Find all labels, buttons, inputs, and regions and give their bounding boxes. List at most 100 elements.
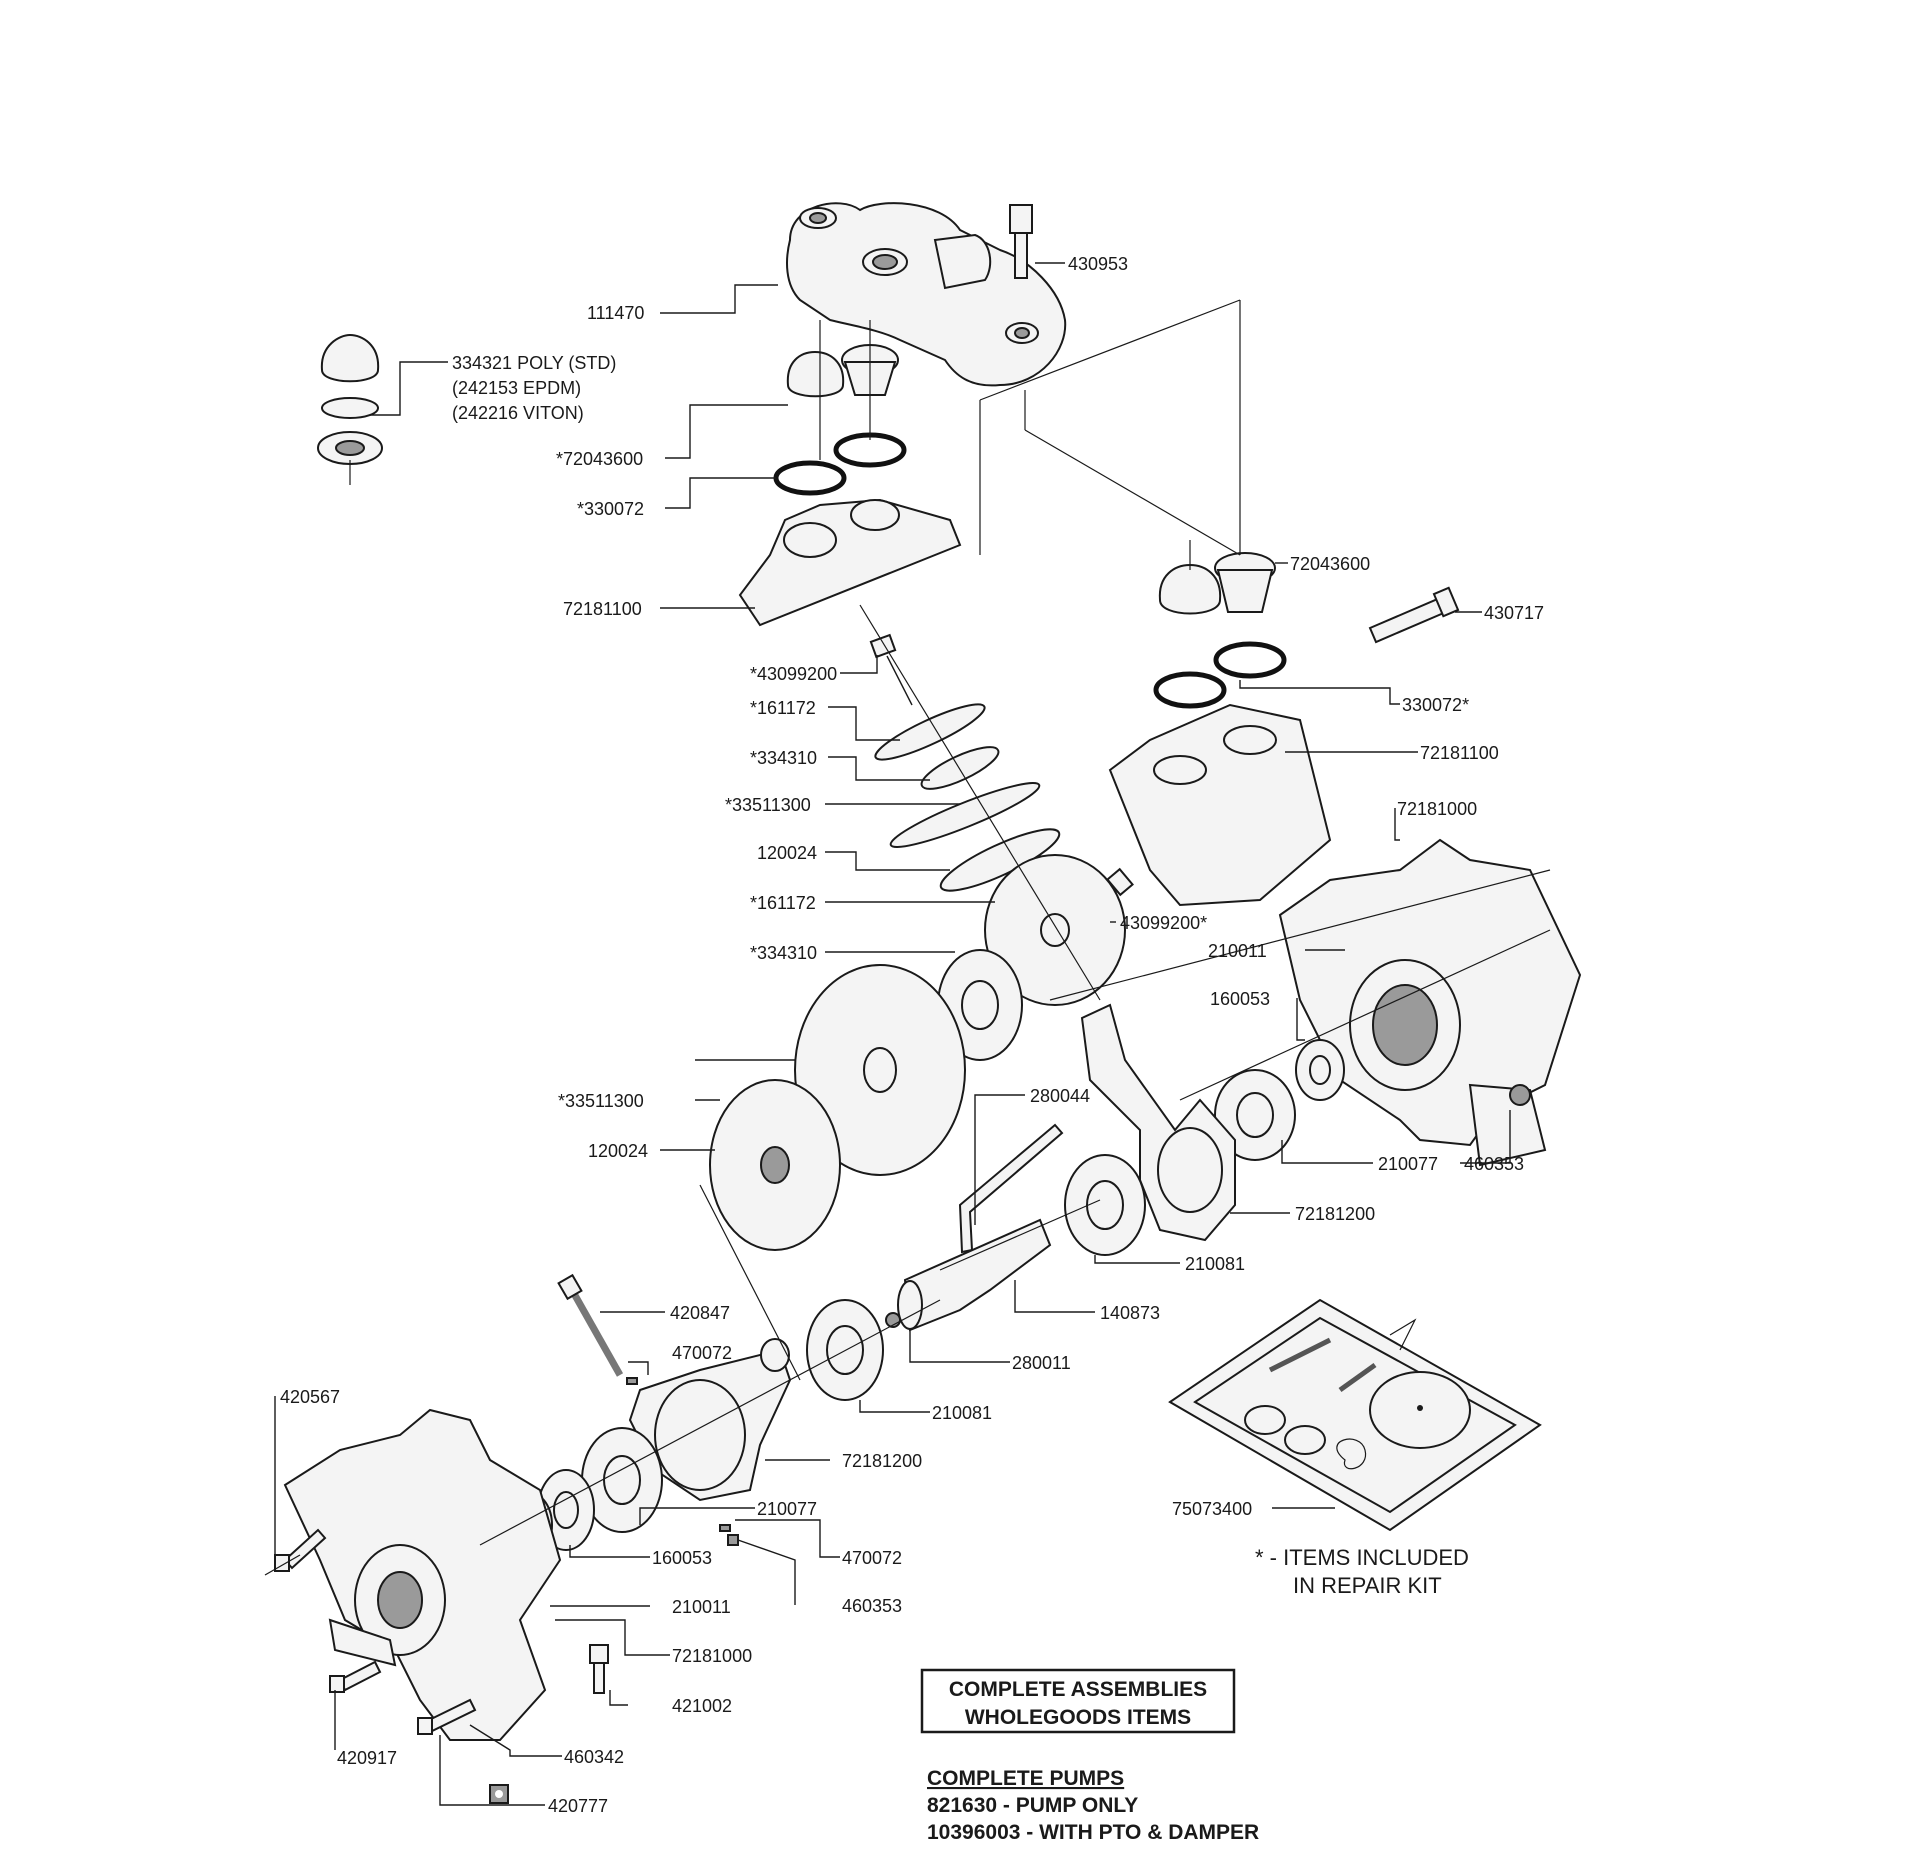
- label-421002: 421002: [672, 1696, 732, 1716]
- valve-part-72043600-right: [1158, 552, 1276, 615]
- assembly-axis-lines: [264, 299, 1551, 1576]
- label-160053-left: 160053: [652, 1548, 712, 1568]
- part-labels: 111470 430953 334321 POLY (STD) (242153 …: [280, 254, 1544, 1816]
- label-210081-left: 210081: [932, 1403, 992, 1423]
- diaphragm-part-334310-top: [920, 746, 1000, 790]
- note-line-2: IN REPAIR KIT: [1293, 1573, 1442, 1598]
- manifold-part-111470: [786, 202, 1067, 387]
- plate-part-120024-mid: [709, 1079, 841, 1251]
- diaphragm-part-161172-mid: [984, 854, 1126, 1006]
- repair-kit-part-75073400: [1168, 1298, 1542, 1532]
- label-72181200-left: 72181200: [842, 1451, 922, 1471]
- label-334321-poly: 334321 POLY (STD): [452, 353, 616, 373]
- leader-lines: [274, 262, 1511, 1806]
- label-330072-right: 330072*: [1402, 695, 1469, 715]
- assemblies-box-line-1: COMPLETE ASSEMBLIES: [949, 1678, 1207, 1701]
- bolt-part-430953: [1009, 204, 1033, 279]
- label-140873: 140873: [1100, 1303, 1160, 1323]
- valve-part-72043600-left: [786, 344, 899, 398]
- label-430953: 430953: [1068, 254, 1128, 274]
- label-161172-mid: *161172: [750, 893, 816, 913]
- label-334321-viton: (242216 VITON): [452, 403, 584, 423]
- label-72181000-left: 72181000: [672, 1646, 752, 1666]
- complete-assemblies-box: COMPLETE ASSEMBLIES WHOLEGOODS ITEMS: [920, 1668, 1236, 1734]
- label-43099200-right: 43099200*: [1120, 913, 1207, 933]
- complete-pump-item: 10396003 - WITH PTO & DAMPER: [927, 1821, 1259, 1844]
- label-460342: 460342: [564, 1747, 624, 1767]
- complete-pump-item: 821630 - PUMP ONLY: [927, 1794, 1138, 1817]
- seal-part-160053-right: [1295, 1039, 1345, 1101]
- label-160053-right: 160053: [1210, 989, 1270, 1009]
- housing-part-72181000-left: [283, 1408, 562, 1741]
- label-460353-left: 460353: [842, 1596, 902, 1616]
- nut-part-470072-left: [626, 1377, 638, 1385]
- label-210011-left: 210011: [672, 1597, 731, 1617]
- bearing-part-210077-left: [581, 1427, 663, 1533]
- assemblies-box-line-2: WHOLEGOODS ITEMS: [965, 1706, 1191, 1729]
- label-470072-bottom: 470072: [842, 1548, 902, 1568]
- label-420567: 420567: [280, 1387, 340, 1407]
- repair-kit-note: * - ITEMS INCLUDED IN REPAIR KIT: [1255, 1545, 1469, 1598]
- valve-plate-part-72181100-right: [1108, 703, 1332, 907]
- rod-part-72181200-right: [1080, 1003, 1236, 1242]
- o-ring-330072-left: [773, 460, 847, 496]
- shaft-part-140873: [897, 1218, 1052, 1332]
- plate-part-120024-top: [939, 828, 1061, 892]
- label-334310-mid: *334310: [750, 943, 817, 963]
- bolt-part-420847: [557, 1273, 624, 1377]
- label-43099200-top: *43099200: [750, 664, 837, 684]
- bolt-part-421002: [589, 1644, 609, 1694]
- label-33511300-mid: *33511300: [558, 1091, 644, 1111]
- label-72181200-right: 72181200: [1295, 1204, 1375, 1224]
- o-ring-330072-right-b: [1153, 671, 1227, 709]
- bolt-part-430717: [1368, 586, 1460, 644]
- bearing-part-210081-right: [1064, 1154, 1146, 1256]
- label-210077-left: 210077: [757, 1499, 817, 1519]
- label-210081-right: 210081: [1185, 1254, 1245, 1274]
- label-460353-right: 460353: [1464, 1154, 1524, 1174]
- label-334321-epdm: (242153 EPDM): [452, 378, 581, 398]
- rod-part-72181200-left: [628, 1338, 792, 1502]
- diaphragm-part-33511300-mid: [794, 964, 966, 1176]
- label-72181100-right: 72181100: [1420, 743, 1499, 763]
- o-ring-330072-right-a: [1213, 641, 1287, 679]
- valve-plate-part-72181100-top: [738, 498, 962, 627]
- label-280011: 280011: [1012, 1353, 1071, 1373]
- label-334310-top: *334310: [750, 748, 817, 768]
- diaphragm-part-161172-top: [874, 703, 986, 761]
- label-111470: 111470: [587, 303, 644, 323]
- housing-part-72181000-right: [1278, 838, 1582, 1167]
- label-470072-top: 470072: [672, 1343, 732, 1363]
- label-210077-right: 210077: [1378, 1154, 1438, 1174]
- label-420847: 420847: [670, 1303, 730, 1323]
- label-430717: 430717: [1484, 603, 1544, 623]
- label-72043600-right: 72043600: [1290, 554, 1370, 574]
- bearing-part-210077-right: [1214, 1069, 1296, 1161]
- nut-part-420777: [489, 1784, 509, 1804]
- complete-pumps-heading: COMPLETE PUMPS: [927, 1767, 1124, 1790]
- label-72181100-top: 72181100: [563, 599, 642, 619]
- key-part-280044: [958, 1123, 1064, 1254]
- stud-part-460342: [417, 1698, 477, 1735]
- diaphragm-part-33511300-top: [889, 782, 1041, 848]
- note-line-1: * - ITEMS INCLUDED: [1255, 1545, 1469, 1570]
- valve-part-334321: [317, 333, 383, 465]
- label-420777: 420777: [548, 1796, 608, 1816]
- label-330072-top: *330072: [577, 499, 644, 519]
- label-72181000-right: 72181000: [1397, 799, 1477, 819]
- label-120024-top: 120024: [757, 843, 817, 863]
- complete-pumps-list: COMPLETE PUMPS 821630 - PUMP ONLY 103960…: [927, 1767, 1259, 1844]
- nut-part-470072-right: [719, 1524, 731, 1532]
- label-75073400: 75073400: [1172, 1499, 1252, 1519]
- label-161172-top: *161172: [750, 698, 816, 718]
- label-33511300-top: *33511300: [725, 795, 811, 815]
- label-280044: 280044: [1030, 1086, 1090, 1106]
- label-72043600-top: *72043600: [556, 449, 643, 469]
- nut-part-460353-right: [1509, 1084, 1531, 1106]
- label-120024-mid: 120024: [588, 1141, 648, 1161]
- bolt-part-420917: [329, 1660, 382, 1693]
- nut-part-460353-left: [727, 1534, 739, 1546]
- label-210011-right: 210011: [1208, 941, 1267, 961]
- label-420917: 420917: [337, 1748, 397, 1768]
